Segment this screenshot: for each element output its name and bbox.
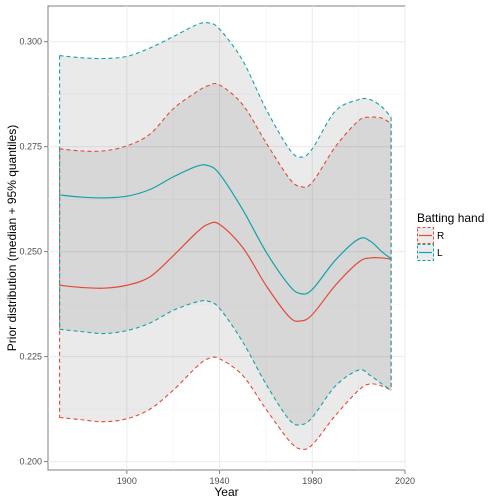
y-axis-ticks: 0.200 0.225 0.250 0.275 0.300 <box>19 37 48 467</box>
x-tick-label: 1980 <box>302 476 322 486</box>
y-tick-label: 0.250 <box>19 247 42 257</box>
major-gridlines <box>48 6 406 470</box>
lower-quantile-line-r <box>59 356 392 451</box>
y-axis-title: Prior distribution (median + 95% quantil… <box>5 125 19 351</box>
x-axis-ticks: 1900 1940 1980 2020 <box>117 470 415 486</box>
legend: Batting hand RL <box>417 211 484 261</box>
median-line-r <box>59 221 392 322</box>
ribbon-l <box>59 22 392 426</box>
upper-quantile-line-l <box>59 21 392 158</box>
y-tick-label: 0.275 <box>19 142 42 152</box>
series-lines <box>59 21 392 451</box>
quantile-ribbons <box>59 22 392 450</box>
y-tick-label: 0.300 <box>19 37 42 47</box>
legend-title: Batting hand <box>417 211 484 225</box>
x-tick-label: 1900 <box>117 476 137 486</box>
y-tick-label: 0.225 <box>19 352 42 362</box>
ribbon-r <box>59 83 392 450</box>
y-tick-label: 0.200 <box>19 457 42 467</box>
median-line-l <box>59 164 392 295</box>
x-axis-title: Year <box>214 485 238 499</box>
lower-quantile-line-l <box>59 300 392 426</box>
x-tick-label: 1940 <box>210 476 230 486</box>
plot-panel <box>47 5 406 471</box>
upper-quantile-line-r <box>59 82 392 188</box>
minor-gridlines <box>48 6 405 470</box>
legend-label-r: R <box>437 231 444 242</box>
legend-label-l: L <box>437 248 443 259</box>
x-tick-label: 2020 <box>395 476 415 486</box>
